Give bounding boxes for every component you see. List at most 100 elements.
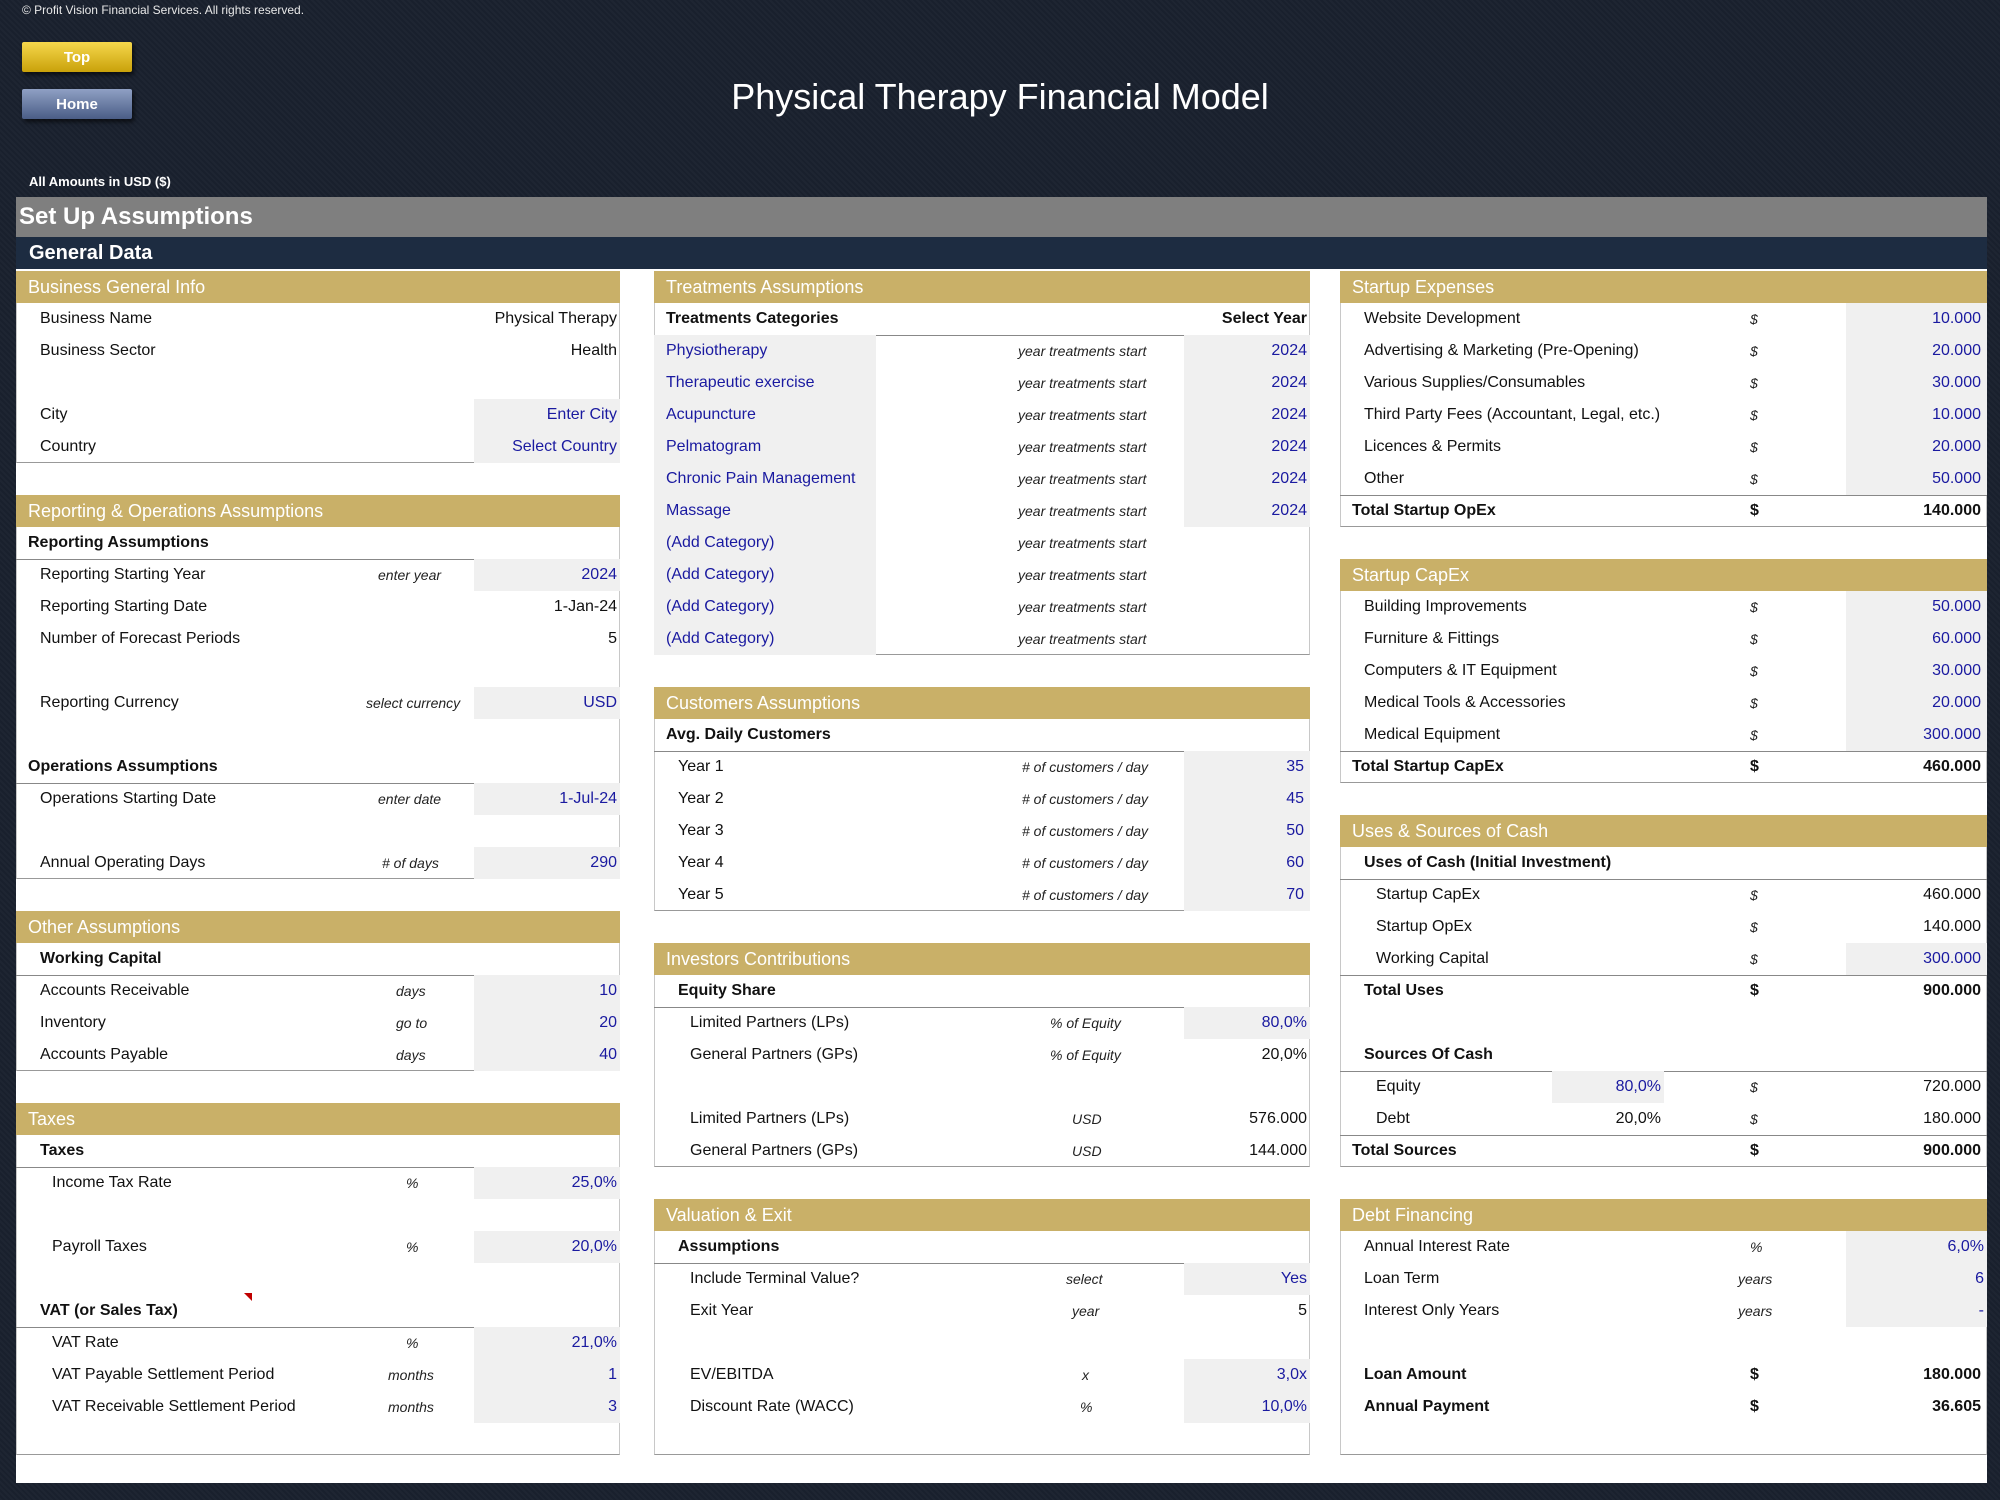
treatment-year-select[interactable]: 2024 — [1184, 495, 1310, 527]
currency-symbol: $ — [1750, 727, 1758, 743]
ev-ebitda-label: EV/EBITDA — [690, 1366, 774, 1383]
divider — [1340, 975, 1987, 976]
uses-working-capital-row: Working Capital $ 300.000 — [1340, 943, 1987, 975]
startup-expense-input[interactable]: 20.000 — [1846, 431, 1987, 463]
treatment-category-input[interactable]: (Add Category) — [654, 623, 876, 655]
terminal-value-select[interactable]: Yes — [1184, 1263, 1310, 1295]
treatment-category-input[interactable]: Therapeutic exercise — [654, 367, 876, 399]
city-input[interactable]: Enter City — [474, 399, 620, 431]
interest-only-input[interactable]: - — [1846, 1295, 1987, 1327]
treatment-year-unit: year treatments start — [1018, 535, 1147, 551]
operating-days-input[interactable]: 290 — [474, 847, 620, 879]
customers-per-day-input[interactable]: 45 — [1184, 783, 1310, 815]
loan-amount-row: Loan Amount $ 180.000 — [1340, 1359, 1987, 1391]
treatment-row: Massage year treatments start 2024 — [654, 495, 1310, 527]
lp-equity-label: Limited Partners (LPs) — [690, 1014, 850, 1031]
ev-ebitda-input[interactable]: 3,0x — [1184, 1359, 1310, 1391]
uses-working-capital-input[interactable]: 300.000 — [1846, 943, 1987, 975]
treatment-category-input[interactable]: (Add Category) — [654, 591, 876, 623]
lp-equity-input[interactable]: 80,0% — [1184, 1007, 1310, 1039]
total-sources-label: Total Sources — [1352, 1142, 1457, 1159]
reporting-currency-select[interactable]: USD — [474, 687, 620, 719]
business-name-label: Business Name — [40, 310, 153, 327]
business-info-header: Business General Info — [16, 271, 620, 303]
startup-expense-input[interactable]: 30.000 — [1846, 367, 1987, 399]
debt-financing-frame — [1340, 1231, 1987, 1455]
business-name-row: Business Name Physical Therapy — [16, 303, 620, 335]
startup-expense-input[interactable]: 10.000 — [1846, 399, 1987, 431]
treatment-year-select[interactable]: 2024 — [1184, 335, 1310, 367]
startup-capex-input[interactable]: 60.000 — [1846, 623, 1987, 655]
loan-term-input[interactable]: 6 — [1846, 1263, 1987, 1295]
accounts-receivable-input[interactable]: 10 — [474, 975, 620, 1007]
reporting-header: Reporting & Operations Assumptions — [16, 495, 620, 527]
interest-rate-input[interactable]: 6,0% — [1846, 1231, 1987, 1263]
treatment-category-input[interactable]: (Add Category) — [654, 527, 876, 559]
country-select[interactable]: Select Country — [474, 431, 620, 463]
startup-expense-label: Other — [1364, 470, 1405, 487]
treatment-category-input[interactable]: (Add Category) — [654, 559, 876, 591]
startup-expense-label: Licences & Permits — [1364, 438, 1501, 455]
business-name-value[interactable]: Physical Therapy — [494, 310, 617, 327]
startup-capex-header: Startup CapEx — [1340, 559, 1987, 591]
vat-payable-input[interactable]: 1 — [474, 1359, 620, 1391]
customers-per-day-input[interactable]: 70 — [1184, 879, 1310, 911]
home-button[interactable]: Home — [22, 89, 132, 119]
customers-subheader: Avg. Daily Customers — [666, 726, 831, 743]
annual-payment-row: Annual Payment $ 36.605 — [1340, 1391, 1987, 1423]
inventory-unit: go to — [396, 1015, 428, 1031]
startup-expense-input[interactable]: 50.000 — [1846, 463, 1987, 495]
uses-opex-row: Startup OpEx $ 140.000 — [1340, 911, 1987, 943]
total-startup-capex-value: 460.000 — [1923, 758, 1981, 775]
vat-receivable-input[interactable]: 3 — [474, 1391, 620, 1423]
payroll-taxes-input[interactable]: 20,0% — [474, 1231, 620, 1263]
select-year-header: Select Year — [1221, 310, 1307, 327]
treatment-year-unit: year treatments start — [1018, 631, 1147, 647]
equity-source-pct-input[interactable]: 80,0% — [1552, 1071, 1664, 1103]
treatment-category-input[interactable]: Pelmatogram — [654, 431, 876, 463]
treatment-year-select[interactable]: 2024 — [1184, 399, 1310, 431]
accounts-payable-input[interactable]: 40 — [474, 1039, 620, 1071]
customers-per-day-input[interactable]: 50 — [1184, 815, 1310, 847]
customers-per-day-input[interactable]: 60 — [1184, 847, 1310, 879]
startup-capex-input[interactable]: 30.000 — [1846, 655, 1987, 687]
treatment-year-select[interactable]: 2024 — [1184, 463, 1310, 495]
treatment-year-select[interactable]: 2024 — [1184, 367, 1310, 399]
treatment-category-input[interactable]: Acupuncture — [654, 399, 876, 431]
gp-equity-unit: % of Equity — [1050, 1047, 1121, 1063]
treatment-category-input[interactable]: Chronic Pain Management — [654, 463, 876, 495]
inventory-row: Inventory go to 20 — [16, 1007, 620, 1039]
customers-per-day-input[interactable]: 35 — [1184, 751, 1310, 783]
income-tax-input[interactable]: 25,0% — [474, 1167, 620, 1199]
operations-start-date-input[interactable]: 1-Jul-24 — [474, 783, 620, 815]
subsection-header: General Data — [16, 237, 1987, 269]
reporting-currency-label: Reporting Currency — [40, 694, 179, 711]
startup-capex-input[interactable]: 20.000 — [1846, 687, 1987, 719]
sources-subheader-row: Sources Of Cash — [1340, 1039, 1987, 1071]
treatment-category-input[interactable]: Massage — [654, 495, 876, 527]
treatment-category-input[interactable]: Physiotherapy — [654, 335, 876, 367]
lp-usd-unit: USD — [1072, 1111, 1102, 1127]
startup-expense-input[interactable]: 20.000 — [1846, 335, 1987, 367]
startup-capex-input[interactable]: 300.000 — [1846, 719, 1987, 751]
vat-rate-input[interactable]: 21,0% — [474, 1327, 620, 1359]
wacc-input[interactable]: 10,0% — [1184, 1391, 1310, 1423]
interest-rate-row: Annual Interest Rate % 6,0% — [1340, 1231, 1987, 1263]
top-button[interactable]: Top — [22, 42, 132, 72]
reporting-start-date-row: Reporting Starting Date 1-Jan-24 — [16, 591, 620, 623]
inventory-input[interactable]: 20 — [474, 1007, 620, 1039]
wacc-row: Discount Rate (WACC) % 10,0% — [654, 1391, 1310, 1423]
accounts-payable-row: Accounts Payable days 40 — [16, 1039, 620, 1071]
operations-subheader-row: Operations Assumptions — [16, 751, 620, 783]
startup-expense-input[interactable]: 10.000 — [1846, 303, 1987, 335]
comment-indicator[interactable] — [244, 1293, 252, 1301]
city-row: City Enter City — [16, 399, 620, 431]
treatment-year-select[interactable]: 2024 — [1184, 431, 1310, 463]
loan-amount-value: 180.000 — [1923, 1366, 1981, 1383]
reporting-start-year-input[interactable]: 2024 — [474, 559, 620, 591]
lp-equity-unit: % of Equity — [1050, 1015, 1121, 1031]
currency-symbol: $ — [1750, 375, 1758, 391]
currency-symbol: $ — [1750, 1111, 1758, 1127]
business-sector-value[interactable]: Health — [570, 342, 617, 359]
startup-capex-input[interactable]: 50.000 — [1846, 591, 1987, 623]
